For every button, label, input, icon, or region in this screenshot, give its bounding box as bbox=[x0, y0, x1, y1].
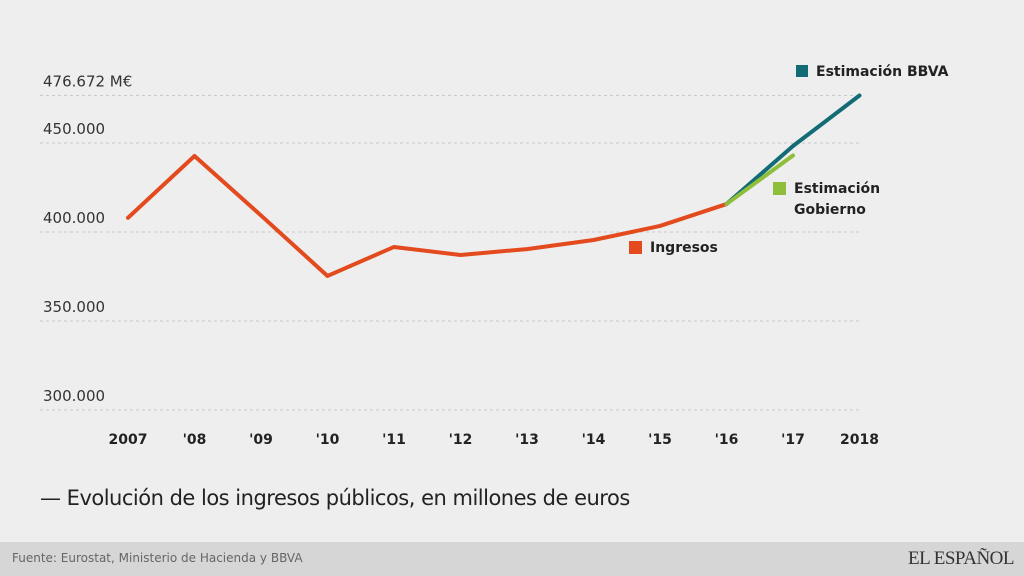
legend: Estimación BBVA Estimación Gobierno Ingreso… bbox=[629, 64, 949, 256]
x-tick-label: '11 bbox=[382, 432, 406, 448]
x-tick-label: '17 bbox=[781, 432, 805, 448]
x-tick-label: '14 bbox=[582, 432, 606, 448]
x-tick-label: '10 bbox=[316, 432, 340, 448]
x-tick-label: '08 bbox=[183, 432, 207, 448]
series-lines bbox=[126, 93, 862, 278]
x-tick-label: 2018 bbox=[840, 432, 879, 448]
series-line-estimación-gobierno bbox=[724, 153, 795, 207]
x-tick-label: '15 bbox=[648, 432, 672, 448]
legend-label-ingresos: Ingresos bbox=[650, 240, 718, 256]
brand-logo: EL ESPAÑOL bbox=[907, 548, 1015, 569]
legend-label-gobierno: Gobierno bbox=[794, 202, 866, 218]
x-tick-label: '09 bbox=[249, 432, 273, 448]
line-chart: 476.672 M€ 450.000 400.000 350.000 300.000 2… bbox=[40, 64, 949, 448]
x-tick-label: '16 bbox=[715, 432, 739, 448]
x-tick-label: 2007 bbox=[109, 432, 148, 448]
y-tick-label: 476.672 M€ bbox=[43, 73, 132, 91]
legend-swatch-gobierno bbox=[773, 182, 786, 195]
legend-swatch-bbva bbox=[796, 65, 808, 77]
chart-title: — Evolución de los ingresos públicos, en… bbox=[40, 486, 630, 510]
source-note: Fuente: Eurostat, Ministerio de Hacienda… bbox=[12, 551, 303, 565]
y-tick-label: 300.000 bbox=[43, 387, 105, 405]
x-axis: 2007 '08 '09 '10 '11 '12 '13 '14 '15 '16 '17 2018 bbox=[109, 432, 879, 448]
legend-label-gobierno: Estimación bbox=[794, 181, 880, 197]
y-tick-label: 350.000 bbox=[43, 298, 105, 316]
footer-bar: Fuente: Eurostat, Ministerio de Hacienda… bbox=[0, 542, 1024, 576]
x-tick-label: '13 bbox=[515, 432, 539, 448]
gridlines bbox=[40, 95, 860, 411]
x-tick-label: '12 bbox=[449, 432, 473, 448]
y-axis: 476.672 M€ 450.000 400.000 350.000 300.000 bbox=[43, 73, 132, 405]
series-line-ingresos bbox=[126, 153, 729, 278]
legend-label-bbva: Estimación BBVA bbox=[816, 64, 949, 80]
series-line-estimación-bbva bbox=[724, 93, 862, 207]
legend-swatch-ingresos bbox=[629, 241, 642, 254]
y-tick-label: 450.000 bbox=[43, 120, 105, 138]
y-tick-label: 400.000 bbox=[43, 209, 105, 227]
